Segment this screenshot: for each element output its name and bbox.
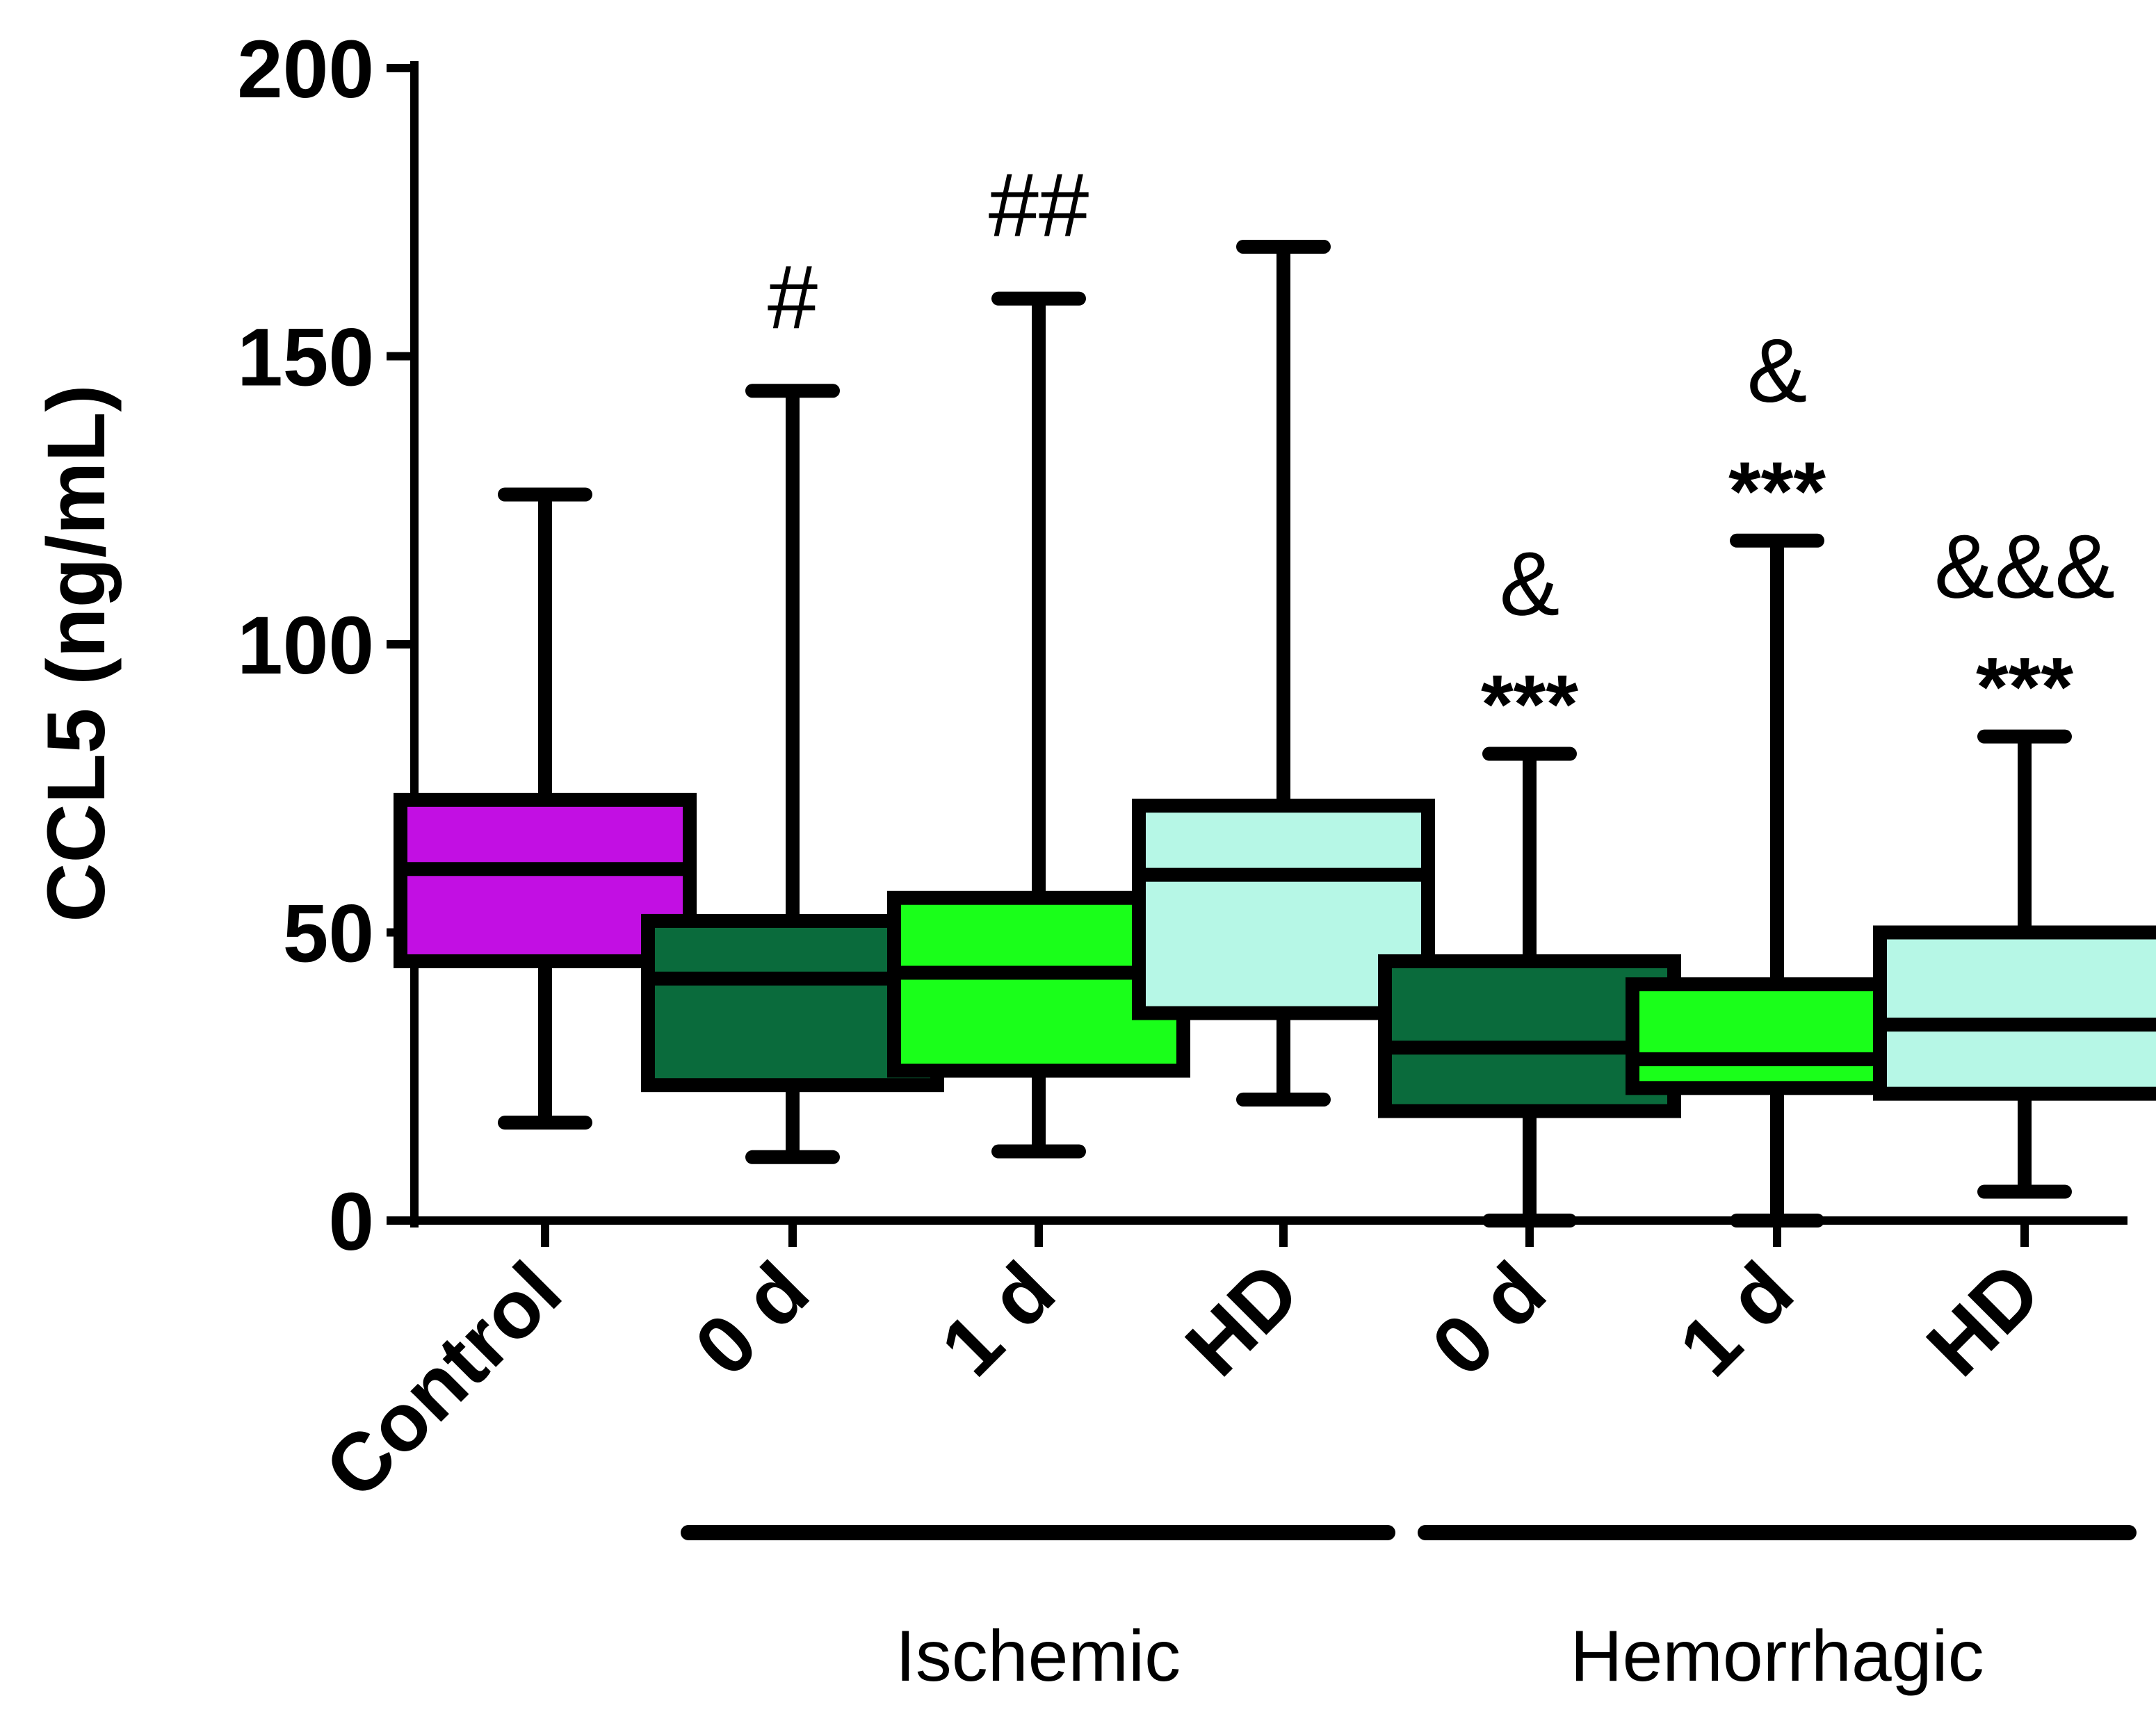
group-label: Hemorrhagic — [1570, 1616, 1984, 1697]
x-tick-label: 1 d — [923, 1245, 1072, 1394]
significance-mark: *** — [1481, 658, 1578, 751]
x-tick-label: 1 d — [1662, 1245, 1810, 1394]
box-series — [394, 239, 2156, 1227]
y-axis: 0 50 100 150 200 — [237, 24, 419, 1268]
box-6 — [1873, 729, 2156, 1199]
significance-mark: ## — [989, 154, 1089, 256]
x-tick-label: 0 d — [1414, 1245, 1563, 1394]
group-brackets: Ischemic Hemorrhagic — [681, 1525, 2137, 1697]
x-tick-label: 0 d — [677, 1245, 826, 1394]
box-0 — [394, 487, 697, 1130]
significance-mark: *** — [1976, 641, 2073, 734]
group-label: Ischemic — [895, 1616, 1181, 1697]
y-tick-label: 150 — [237, 312, 374, 404]
significance-mark: *** — [1728, 445, 1826, 538]
y-tick-label: 100 — [237, 600, 374, 692]
box-2 — [887, 291, 1190, 1159]
box-5 — [1626, 533, 1929, 1227]
significance-mark: # — [768, 246, 818, 348]
box-iqr — [1873, 925, 2156, 1101]
significance-mark: &&& — [1934, 516, 2115, 617]
significance-mark: & — [1500, 533, 1560, 635]
box-3 — [1132, 239, 1435, 1107]
y-axis-label: CCL5 (ng/mL) — [31, 384, 122, 922]
x-tick-label: HD — [1169, 1245, 1318, 1394]
x-axis: Control 0 d 1 d HD 0 d 1 d HD — [307, 1216, 2127, 1516]
x-tick-label: HD — [1910, 1245, 2059, 1394]
y-tick-label: 0 — [328, 1176, 374, 1268]
significance-mark: & — [1747, 320, 1808, 421]
y-tick-label: 50 — [283, 888, 374, 980]
box-iqr — [1132, 799, 1435, 1020]
significance-annotations: ###***&***&***&&& — [768, 154, 2115, 751]
x-tick-label: Control — [307, 1245, 578, 1516]
y-tick-label: 200 — [237, 24, 374, 115]
